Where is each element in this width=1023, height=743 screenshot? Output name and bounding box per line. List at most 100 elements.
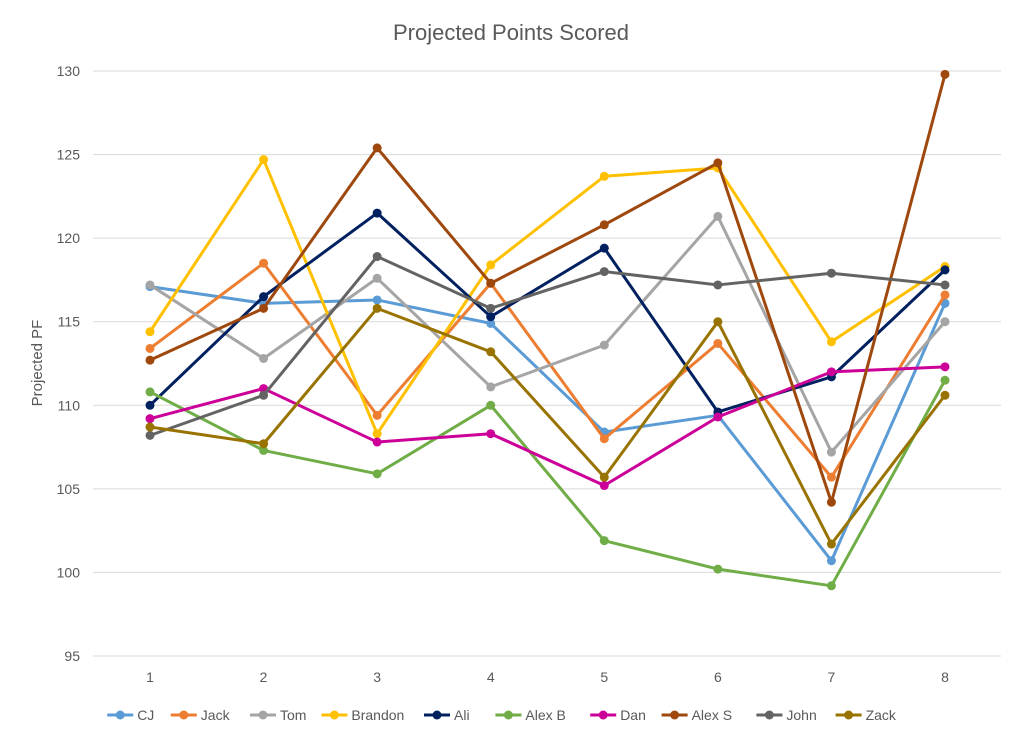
y-tick-label: 100 xyxy=(57,564,81,580)
series-line xyxy=(149,261,947,479)
data-point xyxy=(145,343,155,353)
data-point xyxy=(372,469,382,479)
data-point xyxy=(713,211,723,221)
legend-item[interactable]: Alex B xyxy=(495,707,566,723)
y-tick-label: 115 xyxy=(58,314,81,330)
data-point xyxy=(940,69,950,79)
data-point xyxy=(259,155,269,165)
y-tick-label: 105 xyxy=(57,481,81,497)
data-point xyxy=(145,327,155,337)
legend-marker-icon xyxy=(329,710,339,720)
data-point xyxy=(713,317,723,327)
legend-marker-icon xyxy=(179,710,189,720)
data-point xyxy=(486,347,496,357)
series-alex-s xyxy=(145,69,950,507)
data-point xyxy=(372,273,382,283)
y-tick-label: 120 xyxy=(57,230,81,246)
legend-item[interactable]: Zack xyxy=(835,707,897,723)
series-line xyxy=(149,285,947,563)
legend-label: Alex S xyxy=(692,707,732,723)
data-point xyxy=(145,422,155,432)
series-line xyxy=(148,158,946,436)
data-point xyxy=(940,317,950,327)
data-point xyxy=(486,318,496,328)
series-brandon xyxy=(145,155,950,439)
data-point xyxy=(599,220,609,230)
legend-label: Zack xyxy=(866,707,897,723)
data-point xyxy=(599,481,609,491)
data-point xyxy=(826,447,836,457)
data-point xyxy=(713,338,723,348)
data-point xyxy=(826,581,836,591)
data-point xyxy=(145,430,155,440)
series-tom xyxy=(145,211,950,457)
legend-marker-icon xyxy=(598,710,608,720)
legend-item[interactable]: CJ xyxy=(107,707,154,723)
legend-item[interactable]: Alex S xyxy=(661,707,732,723)
data-point xyxy=(940,265,950,275)
data-point xyxy=(826,497,836,507)
data-point xyxy=(713,412,723,422)
x-tick-label: 2 xyxy=(260,669,268,685)
series-line xyxy=(148,211,947,414)
legend-item[interactable]: Ali xyxy=(424,707,470,723)
series-line xyxy=(149,379,947,588)
data-point xyxy=(145,355,155,365)
data-point xyxy=(940,290,950,300)
data-point xyxy=(826,268,836,278)
series-john xyxy=(145,252,950,440)
data-point xyxy=(826,472,836,482)
data-point xyxy=(599,434,609,444)
legend-item[interactable]: Brandon xyxy=(321,707,404,723)
series-line xyxy=(149,306,947,546)
data-point xyxy=(372,303,382,313)
data-point xyxy=(826,556,836,566)
x-tick-label: 1 xyxy=(146,669,154,685)
data-point xyxy=(145,280,155,290)
data-point xyxy=(940,390,950,400)
data-point xyxy=(599,267,609,277)
data-point xyxy=(826,539,836,549)
data-point xyxy=(486,312,496,322)
x-tick-label: 5 xyxy=(600,669,608,685)
legend-item[interactable]: Jack xyxy=(170,707,231,723)
legend-label: Ali xyxy=(454,707,470,723)
data-point xyxy=(713,280,723,290)
legend-label: Tom xyxy=(280,707,306,723)
legend-marker-icon xyxy=(670,710,680,720)
data-point xyxy=(940,375,950,385)
data-point xyxy=(372,295,382,305)
data-point xyxy=(259,303,269,313)
x-tick-label: 3 xyxy=(373,669,381,685)
data-point xyxy=(259,292,269,302)
legend-label: Dan xyxy=(620,707,646,723)
legend-label: Alex B xyxy=(525,707,565,723)
series-zack xyxy=(145,303,950,549)
data-point xyxy=(486,260,496,270)
y-tick-label: 110 xyxy=(58,397,81,413)
legend-item[interactable]: Dan xyxy=(590,707,646,723)
data-point xyxy=(599,243,609,253)
data-point xyxy=(599,472,609,482)
data-point xyxy=(259,353,269,363)
legend-label: CJ xyxy=(137,707,154,723)
data-point xyxy=(145,387,155,397)
legend-marker-icon xyxy=(844,710,854,720)
data-point xyxy=(372,437,382,447)
data-point xyxy=(486,278,496,288)
data-point xyxy=(259,258,269,268)
legend-marker-icon xyxy=(503,710,513,720)
data-point xyxy=(486,382,496,392)
legend-item[interactable]: Tom xyxy=(250,707,306,723)
series-line xyxy=(149,73,947,504)
data-point xyxy=(599,340,609,350)
x-tick-label: 6 xyxy=(714,669,722,685)
data-point xyxy=(826,337,836,347)
data-point xyxy=(713,158,723,168)
data-point xyxy=(145,414,155,424)
legend-item[interactable]: John xyxy=(756,707,817,723)
data-point xyxy=(486,429,496,439)
data-point xyxy=(713,564,723,574)
data-point xyxy=(372,143,382,153)
